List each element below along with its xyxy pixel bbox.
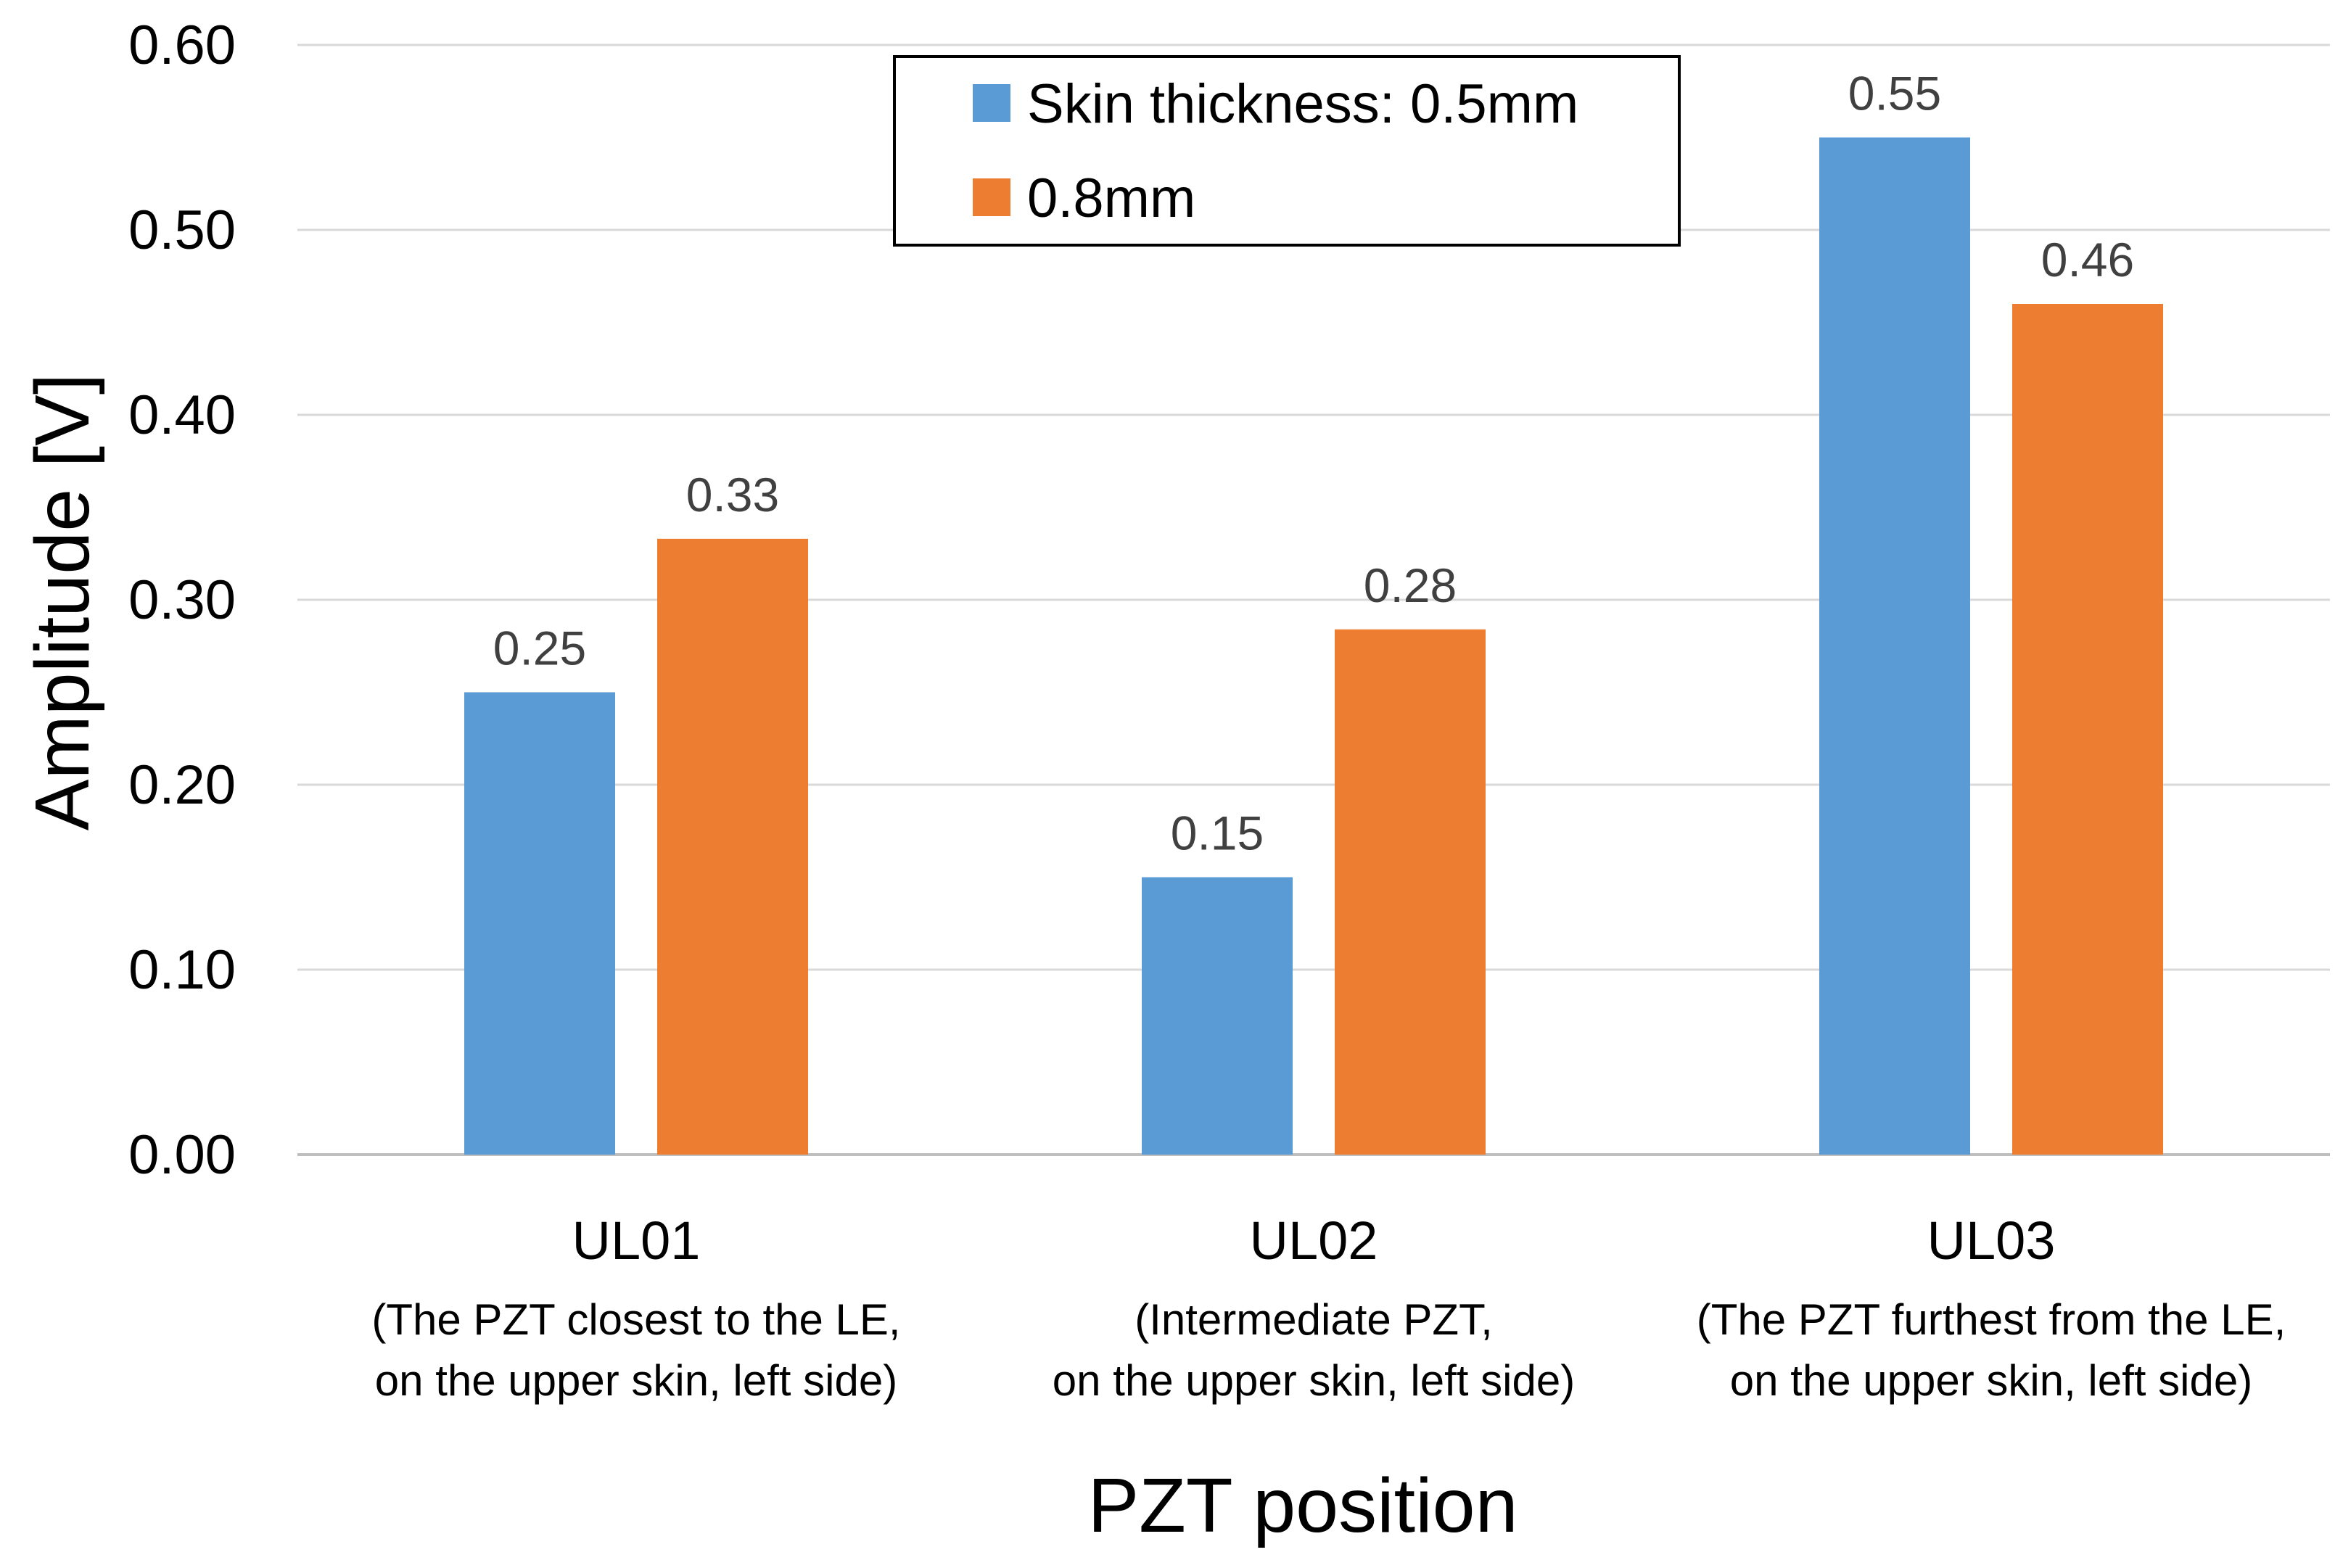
- legend-swatch-0.8mm: [973, 178, 1010, 216]
- y-axis: 0.00 0.10 0.20 0.30 0.40 0.50 0.60: [128, 15, 236, 1186]
- data-label-UL01-series-0: 0.25: [493, 622, 586, 675]
- bar-UL02-series-1: [1335, 629, 1486, 1155]
- x-axis: UL01 (The PZT closest to the LE, on the up…: [371, 1210, 2286, 1405]
- category-label-UL01: UL01: [572, 1210, 701, 1271]
- y-tick-label: 0.20: [128, 754, 236, 816]
- data-label-UL02-series-0: 0.15: [1171, 806, 1264, 860]
- data-label-UL03-series-0: 0.55: [1848, 67, 1941, 120]
- x-axis-title: PZT position: [1087, 1463, 1518, 1548]
- bars: [464, 137, 2163, 1155]
- data-label-UL01-series-1: 0.33: [686, 468, 779, 521]
- category-label-UL03: UL03: [1927, 1210, 2056, 1271]
- bar-UL01-series-1: [657, 538, 808, 1155]
- bar-UL03-series-0: [1819, 137, 1970, 1155]
- data-label-UL03-series-1: 0.46: [2041, 233, 2134, 286]
- legend: Skin thickness: 0.5mm 0.8mm: [893, 55, 1681, 247]
- y-tick-label: 0.40: [128, 384, 236, 446]
- bar-UL02-series-0: [1142, 877, 1293, 1155]
- bar-UL01-series-0: [464, 692, 615, 1155]
- data-label-UL02-series-1: 0.28: [1364, 558, 1457, 612]
- y-tick-label: 0.00: [128, 1124, 236, 1186]
- legend-label-0.8mm: 0.8mm: [1027, 168, 1195, 229]
- category-sublabel-line2-UL01: on the upper skin, left side): [375, 1356, 897, 1405]
- y-tick-label: 0.10: [128, 939, 236, 1001]
- y-axis-title: Amplitude [V]: [20, 374, 105, 830]
- category-sublabel-line2-UL02: on the upper skin, left side): [1053, 1356, 1575, 1405]
- y-tick-label: 0.50: [128, 199, 236, 261]
- category-sublabel-line2-UL03: on the upper skin, left side): [1730, 1356, 2252, 1405]
- data-labels: 0.25 0.33 0.15 0.28 0.55 0.46: [493, 67, 2134, 860]
- category-label-UL02: UL02: [1250, 1210, 1378, 1271]
- legend-box: [893, 55, 1681, 247]
- y-tick-label: 0.30: [128, 569, 236, 631]
- y-tick-label: 0.60: [128, 15, 236, 76]
- category-sublabel-line1-UL02: (Intermediate PZT,: [1135, 1295, 1493, 1344]
- legend-swatch-skin-0.5mm: [973, 84, 1010, 122]
- bar-UL03-series-1: [2012, 304, 2163, 1155]
- category-sublabel-line1-UL03: (The PZT furthest from the LE,: [1697, 1295, 2286, 1344]
- legend-label-skin-0.5mm: Skin thickness: 0.5mm: [1027, 73, 1578, 135]
- category-sublabel-line1-UL01: (The PZT closest to the LE,: [371, 1295, 900, 1344]
